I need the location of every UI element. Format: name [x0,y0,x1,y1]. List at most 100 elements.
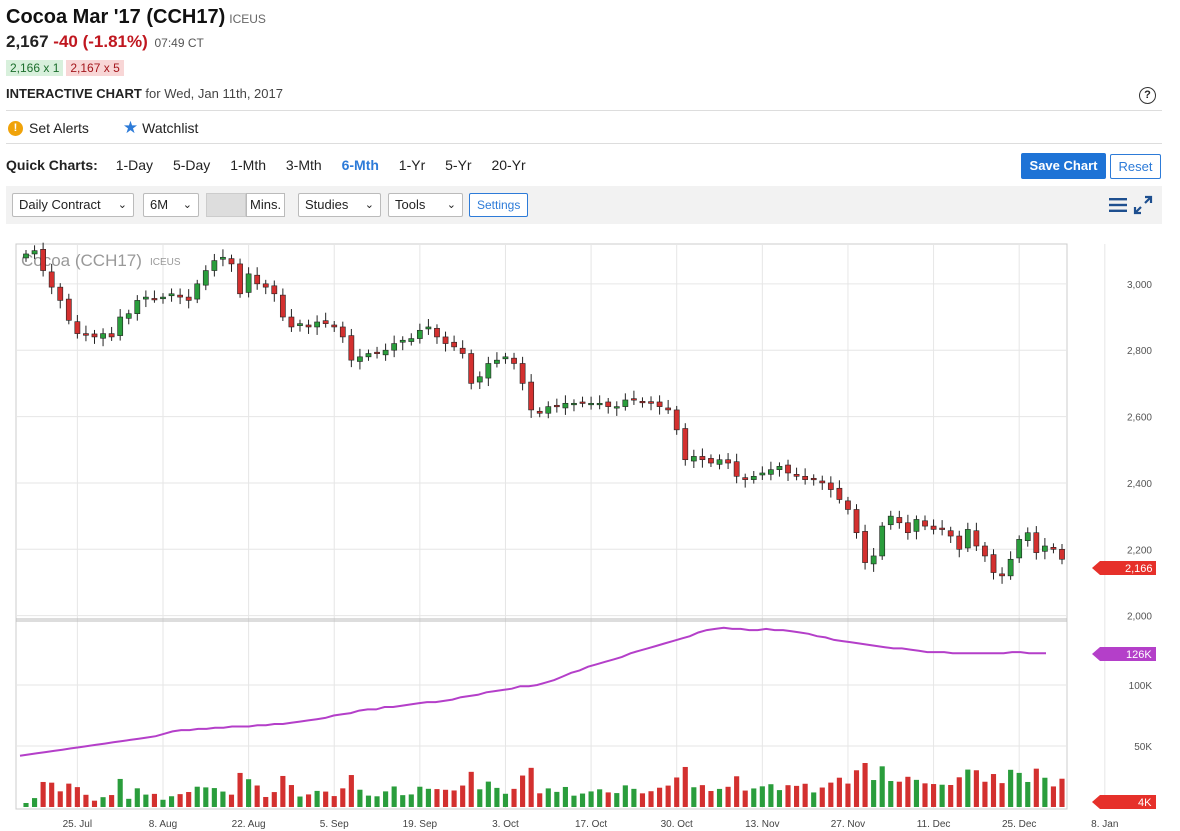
divider [6,110,1162,111]
minutes-input[interactable] [206,193,246,217]
candle [434,324,440,344]
candle-body [279,294,286,318]
studies-select-value: Studies [305,197,349,212]
oi-last-tag: 126K [1092,647,1156,661]
candle [682,423,689,466]
candle-body [74,321,81,334]
volume-bar [734,776,740,807]
tools-select[interactable]: Tools ⌄ [388,193,463,217]
candle-body [571,402,577,406]
volume-bar [220,791,226,807]
volume-bar [579,793,586,807]
candle [1033,526,1040,560]
alert-icon[interactable]: ! [8,120,23,136]
y-axis-ticks: 3,000 2,800 2,600 2,400 2,200 2,000 100K 50K [1127,280,1152,753]
volume-bar [965,769,971,807]
alerts-bar: ! Set Alerts ★ Watchlist [8,118,198,138]
chart-frame [15,243,1068,810]
candle-body [142,296,149,300]
chevron-down-icon: ⌄ [364,199,374,211]
quick-chart-20-yr[interactable]: 20-Yr [491,157,526,173]
candle [947,526,954,544]
volume-bar [1033,768,1039,807]
candle-body [528,381,535,411]
help-icon[interactable]: ? [1139,87,1156,104]
last-price-tag: 2,166 [1092,561,1156,575]
volume-bar [1025,781,1031,807]
candle-body [237,263,243,295]
candle-body [913,519,920,532]
volume-bar [271,792,277,807]
volume-bar [31,798,38,807]
star-icon[interactable]: ★ [122,118,139,137]
quick-chart-6-mth[interactable]: 6-Mth [341,157,379,173]
chevron-down-icon: ⌄ [446,199,456,211]
candle-body [836,487,843,500]
candle [1016,535,1023,563]
volume-bar [622,785,628,807]
ask-badge: 2,167 x 5 [66,60,124,76]
volume-bar [802,783,808,807]
candle-body [964,529,971,549]
oi-tick-label: 100K [1129,681,1153,692]
quick-chart-1-yr[interactable]: 1-Yr [398,157,426,173]
x-tick-label: 17. Oct [575,819,607,830]
expand-icon[interactable] [1133,195,1153,215]
candle-body [23,253,29,259]
quick-chart-1-day[interactable]: 1-Day [115,157,154,173]
reset-button[interactable]: Reset [1110,154,1161,179]
menu-icon[interactable] [1109,197,1127,213]
volume-bar [554,791,560,807]
candle [322,312,329,328]
quick-chart-5-day[interactable]: 5-Day [172,157,211,173]
candle [416,323,423,344]
save-chart-button[interactable]: Save Chart [1021,153,1106,179]
chart-toolbar: Daily Contract ⌄ 6M ⌄ Mins. Studies ⌄ Tools… [6,186,1162,224]
candle [194,279,201,304]
studies-select[interactable]: Studies ⌄ [298,193,381,217]
candle-body [631,398,637,401]
candle-body [48,271,55,288]
quick-chart-1-mth[interactable]: 1-Mth [230,157,266,173]
candle-body [57,286,64,301]
watchlist-link[interactable]: Watchlist [142,120,199,136]
volume-bar [785,785,791,807]
candle [750,470,757,484]
set-alerts-link[interactable]: Set Alerts [29,120,89,136]
volume-bar [682,766,688,807]
quick-charts-label: Quick Charts: [6,157,98,173]
x-tick-label: 25. Dec [1002,819,1036,830]
volume-bar [211,788,217,807]
quick-chart-5-yr[interactable]: 5-Yr [445,157,472,173]
candle [117,309,124,341]
contract-select[interactable]: Daily Contract ⌄ [12,193,134,217]
period-select[interactable]: 6M ⌄ [143,193,199,217]
x-tick-label: 8. Aug [149,819,177,830]
volume-bar [340,788,346,807]
candle [905,514,911,540]
candle [913,515,920,540]
volume-bar [348,775,354,807]
exchange-label: ICEUS [229,12,266,26]
candle-body [665,407,672,411]
candle-body [288,316,295,328]
volume-bar [23,803,29,807]
settings-button[interactable]: Settings [469,193,529,217]
volume-bar [537,793,543,807]
candle [802,468,809,485]
candle-body [91,333,98,338]
candle [305,319,312,334]
candle [91,329,98,344]
candle-body [202,270,209,286]
volume-bar [845,783,851,807]
candle [759,466,766,480]
price-chart[interactable]: Cocoa (CCH17) ICEUS 3,000 2,800 2,600 2,400… [0,230,1180,831]
candle-body [494,359,500,364]
candle-body [511,357,517,364]
volume-bar [657,787,663,807]
candle [519,356,526,391]
candle-body [999,573,1005,577]
volume-bar [811,792,817,807]
contract-title: Cocoa Mar '17 (CCH17) [6,6,226,28]
quick-chart-3-mth[interactable]: 3-Mth [285,157,322,173]
